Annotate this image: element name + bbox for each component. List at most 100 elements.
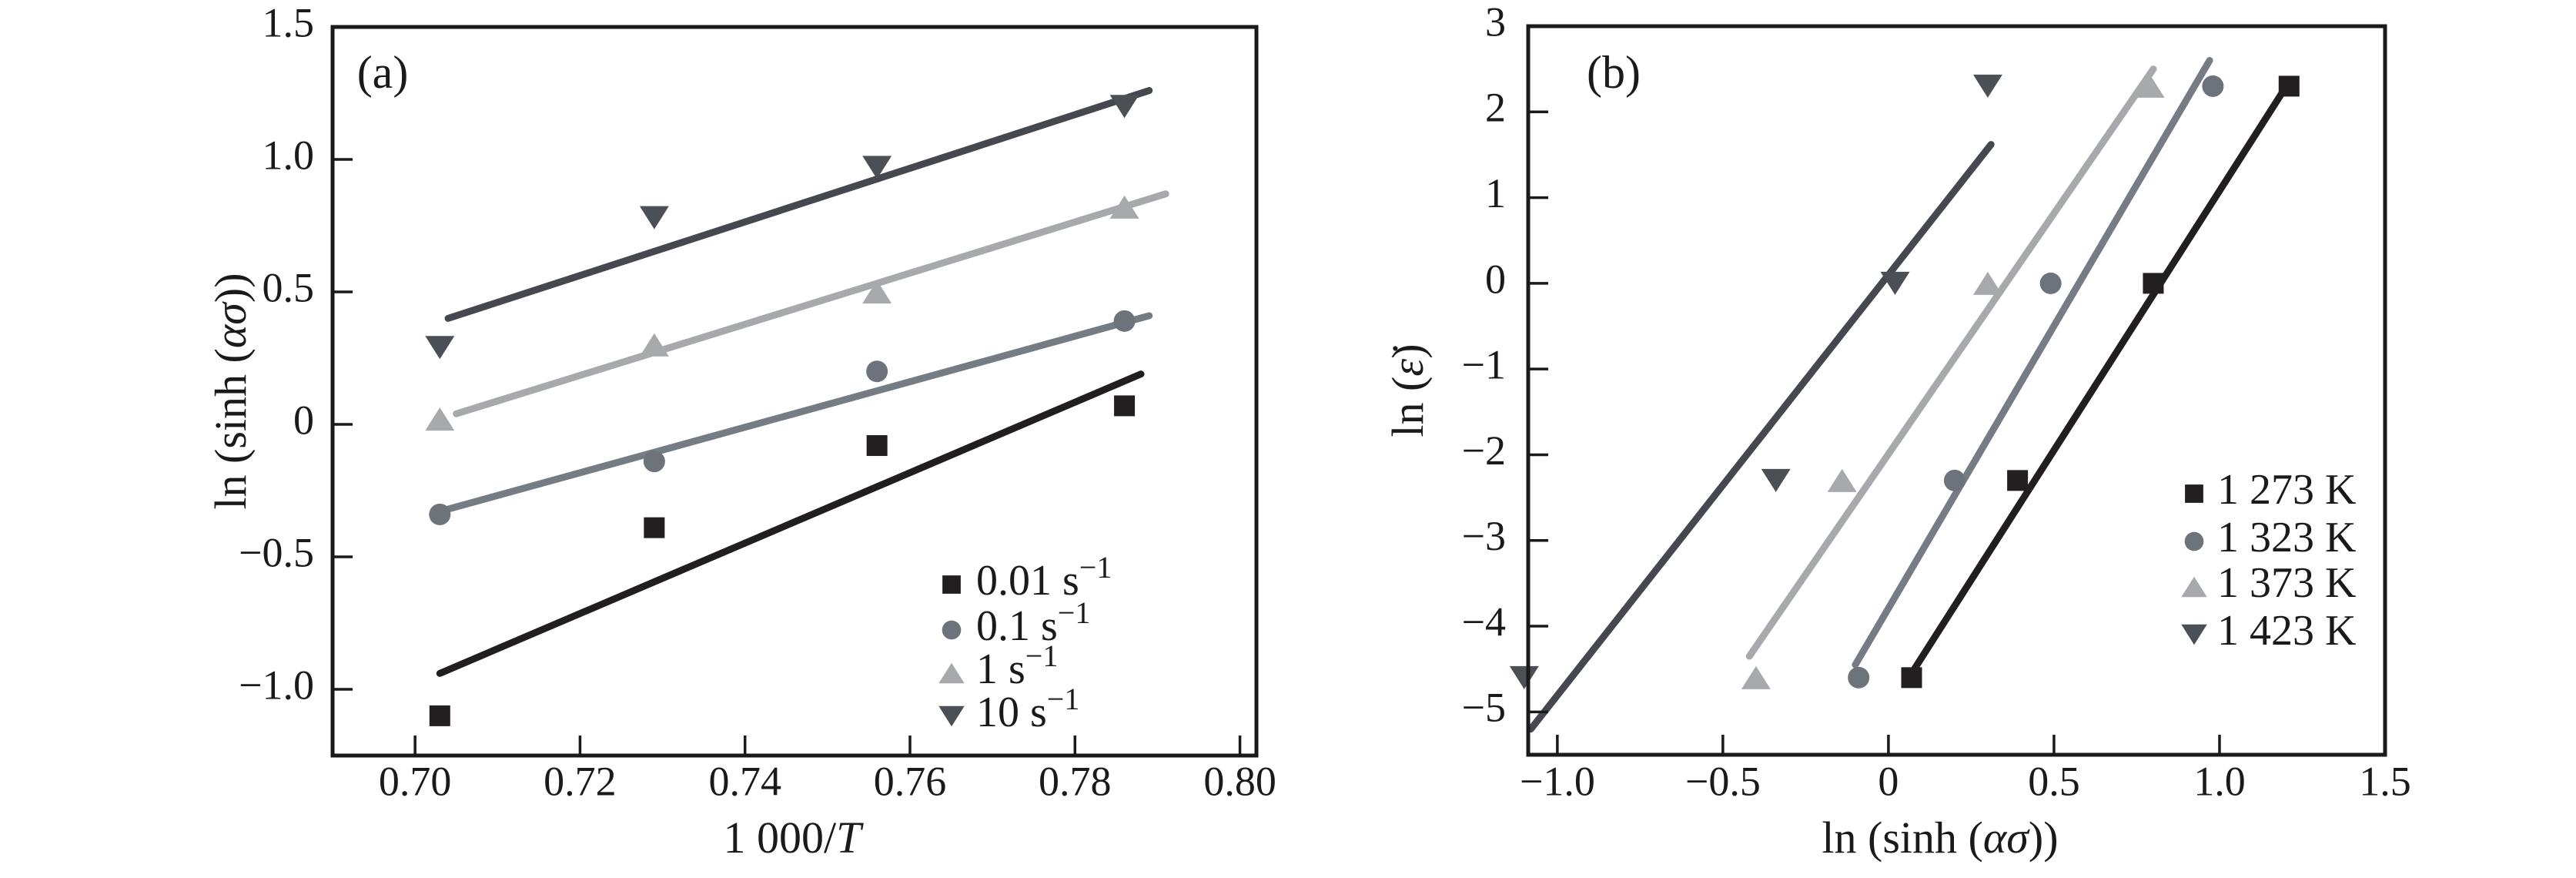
data-point-marker: [2278, 75, 2300, 97]
data-point-marker: [429, 705, 450, 726]
y-tick-label: 2: [1485, 85, 1506, 131]
y-tick-label: −1.0: [239, 662, 314, 708]
data-point-marker: [862, 156, 892, 179]
legend-label: 1 s−1: [976, 638, 1058, 693]
series-1323K: [1848, 75, 2224, 689]
x-tick-label: −0.5: [1685, 758, 1761, 804]
fit-line-0.1s⁻¹: [444, 312, 1153, 513]
x-tick-label: 0.78: [1039, 758, 1112, 804]
fit-line-1373K: [1745, 65, 2157, 660]
data-point-marker: [1848, 666, 1870, 689]
data-point-marker: [2135, 74, 2165, 98]
data-point-marker: [1972, 74, 2002, 98]
x-tick-label: −1.0: [1520, 758, 1595, 804]
series-1423K: [1509, 74, 2002, 689]
y-tick-label: 0: [1485, 256, 1506, 302]
y-axis-title: ln (ε̇): [1383, 343, 1433, 437]
plot-frame: [1526, 24, 2387, 757]
data-point-marker: [429, 503, 451, 525]
fit-line-1423K: [1527, 141, 1995, 733]
x-axis-title: ln (sinh (ασ)): [1822, 813, 2058, 863]
data-point-marker: [866, 360, 888, 383]
x-tick-label: 0.76: [874, 758, 947, 804]
legend-marker-circle: [942, 620, 962, 640]
data-point-marker: [2143, 273, 2164, 294]
data-point-marker: [2202, 75, 2224, 97]
data-point-marker: [1509, 665, 1539, 689]
data-point-marker: [643, 451, 665, 473]
data-point-marker: [1943, 469, 1965, 491]
legend-label: 1 423 K: [2217, 607, 2356, 655]
data-point-marker: [1114, 395, 1136, 417]
legend-label: 1 273 K: [2217, 466, 2356, 514]
data-point-marker: [2039, 272, 2062, 294]
data-point-marker: [866, 435, 888, 457]
data-point-marker: [1827, 468, 1857, 492]
series-1s⁻¹: [425, 195, 1139, 431]
x-tick-label: 0.74: [708, 758, 781, 804]
data-point-marker: [1972, 271, 2002, 295]
legend-label: 0.01 s−1: [976, 550, 1112, 605]
y-tick-label: 0.5: [263, 264, 315, 310]
panel-label: (a): [357, 47, 409, 98]
data-point-marker: [2007, 470, 2029, 491]
legend-marker-triangle-down: [2181, 624, 2207, 645]
data-point-marker: [639, 206, 669, 230]
legend: 0.01 s−10.1 s−11 s−110 s−1: [938, 550, 1112, 736]
fit-line-10s⁻¹: [444, 87, 1153, 322]
fit-line-0.01s⁻¹: [436, 370, 1145, 677]
data-point-marker: [1880, 271, 1910, 295]
panel-b: −1.0 −0.5 0 0.5 1.0 1.5 3 2 1 0 −1 −2 −3 −4 −5 ln (sinh…: [1383, 0, 2410, 863]
legend-label: 1 323 K: [2217, 514, 2356, 561]
plot-frame: [330, 25, 1259, 758]
y-tick-label: −1: [1462, 342, 1506, 388]
y-tick-label: 1.0: [263, 132, 315, 178]
y-axis-title: ln (sinh (ασ)): [206, 273, 256, 509]
x-axis-title: 1 000/T: [724, 813, 865, 863]
y-tick-label: 1.5: [263, 0, 315, 45]
x-tick-label: 1.5: [2359, 758, 2411, 804]
legend: 1 273 K1 323 K1 373 K1 423 K: [2181, 466, 2356, 655]
series-0.1s⁻¹: [429, 310, 1136, 525]
legend-marker-square: [942, 575, 961, 594]
y-tick-label: −3: [1462, 513, 1506, 559]
x-tick-label: 0.72: [544, 758, 617, 804]
data-point-marker: [1901, 667, 1922, 689]
fit-line-1273K: [1908, 78, 2293, 677]
y-tick-label: 3: [1485, 0, 1506, 45]
fit-line-1s⁻¹: [453, 190, 1169, 417]
series-10s⁻¹: [425, 95, 1139, 360]
legend-label: 1 373 K: [2217, 559, 2356, 607]
data-point-marker: [1761, 468, 1791, 492]
data-point-marker: [1109, 95, 1139, 119]
y-tick-label: 1: [1485, 170, 1506, 216]
y-tick-label: −5: [1462, 685, 1506, 731]
panel-a: 0.70 0.72 0.74 0.76 0.78 0.80 1.5 1.0 0.5 0 −0.5 −1…: [206, 0, 1276, 863]
legend-marker-triangle-up: [2181, 576, 2207, 598]
legend-marker-triangle-up: [938, 662, 965, 684]
data-point-marker: [639, 333, 669, 357]
legend-marker-square: [2185, 484, 2203, 503]
data-point-marker: [425, 407, 455, 431]
series-1373K: [1741, 74, 2165, 689]
y-tick-label: −0.5: [239, 529, 314, 575]
series-0.01s⁻¹: [429, 395, 1136, 726]
data-point-marker: [1741, 665, 1771, 689]
x-tick-label: 0.70: [379, 758, 452, 804]
y-tick-label: −2: [1462, 427, 1506, 474]
y-tick-label: 0: [293, 397, 314, 443]
fit-line-1323K: [1852, 57, 2213, 669]
legend-marker-triangle-down: [938, 705, 965, 727]
x-tick-label: 0: [1878, 758, 1899, 804]
x-tick-label: 0.5: [2028, 758, 2080, 804]
data-point-marker: [862, 280, 892, 303]
x-tick-label: 0.80: [1203, 758, 1276, 804]
legend-label: 0.1 s−1: [976, 595, 1090, 650]
y-tick-label: −4: [1462, 598, 1506, 645]
panel-label: (b): [1587, 47, 1641, 98]
x-tick-label: 1.0: [2193, 758, 2246, 804]
legend-label: 10 s−1: [976, 682, 1079, 736]
legend-marker-circle: [2184, 531, 2204, 551]
